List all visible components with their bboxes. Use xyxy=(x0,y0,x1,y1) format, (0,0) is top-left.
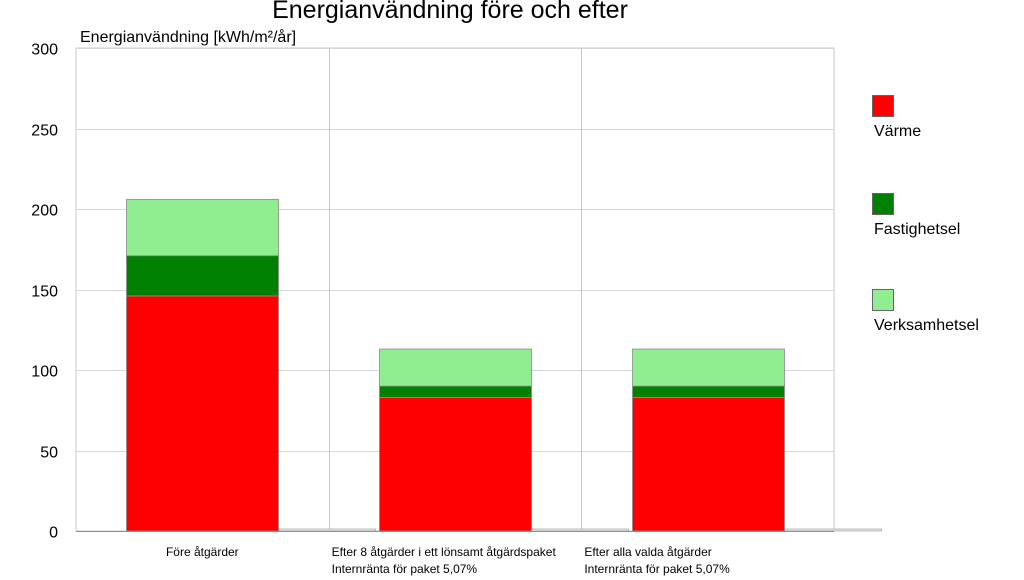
bar-segment xyxy=(126,295,279,532)
legend-label-varme: Värme xyxy=(874,123,922,140)
y-tick-label: 250 xyxy=(31,123,58,140)
bar-floor-shadow xyxy=(278,528,376,532)
bar-segment xyxy=(632,396,785,532)
x-tick-label: Internränta för paket 5,07% xyxy=(584,562,730,576)
bar-segment xyxy=(632,348,785,387)
x-tick-label: Efter alla valda åtgärder xyxy=(584,545,711,559)
bar-segment xyxy=(379,396,532,532)
legend-swatch-verksamhetsel xyxy=(872,289,894,311)
y-tick-label: 300 xyxy=(31,42,58,59)
bar-segment xyxy=(126,198,279,257)
y-tick-label: 100 xyxy=(31,364,58,381)
legend-swatch-varme xyxy=(872,95,894,117)
bars-layer xyxy=(126,198,882,532)
bar-floor-shadow xyxy=(531,528,629,532)
y-tick-label: 50 xyxy=(40,445,58,462)
y-tick-label: 200 xyxy=(31,203,58,220)
legend-swatch-fastighetsel xyxy=(872,193,894,215)
y-axis-label: Energianvändning [kWh/m²/år] xyxy=(80,29,297,46)
bar-segment xyxy=(379,385,532,398)
bar-segment xyxy=(379,348,532,387)
bar-segment xyxy=(632,385,785,398)
x-tick-label: Efter 8 åtgärder i ett lönsamt åtgärdspa… xyxy=(332,545,557,559)
x-tick-label: Före åtgärder xyxy=(166,545,239,559)
label-layer: 0 50 100 150 200 250 300 Före åtgärder Efter 8 å… xyxy=(31,42,730,577)
chart-title: Energianvändning före och efter xyxy=(272,0,628,24)
legend-label-fastighetsel: Fastighetsel xyxy=(874,221,961,238)
x-tick-label: Internränta för paket 5,07% xyxy=(332,562,478,576)
bar-floor-shadow xyxy=(784,528,882,532)
legend-item-verksamhetsel: Verksamhetsel xyxy=(872,289,1022,349)
legend-item-varme: Värme xyxy=(872,95,1022,155)
y-tick-label: 150 xyxy=(31,284,58,301)
bar-segment xyxy=(126,255,279,297)
legend-label-verksamhetsel: Verksamhetsel xyxy=(874,317,979,334)
legend-item-fastighetsel: Fastighetsel xyxy=(872,193,1022,253)
y-tick-label: 0 xyxy=(49,525,58,542)
